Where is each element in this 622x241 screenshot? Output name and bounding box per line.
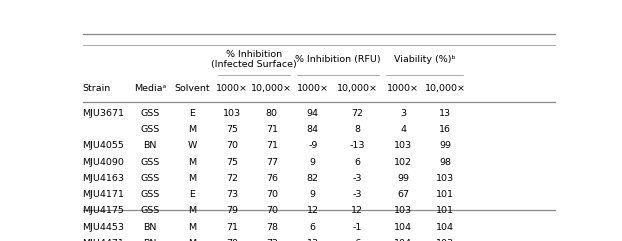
Text: MJU4471: MJU4471 bbox=[83, 239, 124, 241]
Text: 10,000×: 10,000× bbox=[337, 84, 378, 93]
Text: 80: 80 bbox=[266, 109, 278, 118]
Text: 102: 102 bbox=[394, 158, 412, 167]
Text: 13: 13 bbox=[439, 109, 452, 118]
Text: 72: 72 bbox=[351, 109, 363, 118]
Text: BN: BN bbox=[143, 239, 157, 241]
Text: BN: BN bbox=[143, 141, 157, 150]
Text: 1000×: 1000× bbox=[297, 84, 329, 93]
Text: MJU4090: MJU4090 bbox=[83, 158, 124, 167]
Text: 103: 103 bbox=[394, 206, 412, 215]
Text: 77: 77 bbox=[266, 158, 278, 167]
Text: GSS: GSS bbox=[141, 206, 160, 215]
Text: 72: 72 bbox=[226, 174, 238, 183]
Text: Solvent: Solvent bbox=[174, 84, 210, 93]
Text: MJU4171: MJU4171 bbox=[83, 190, 124, 199]
Text: GSS: GSS bbox=[141, 109, 160, 118]
Text: GSS: GSS bbox=[141, 125, 160, 134]
Text: % Inhibition (RFU): % Inhibition (RFU) bbox=[295, 55, 381, 64]
Text: 67: 67 bbox=[397, 190, 409, 199]
Text: 16: 16 bbox=[439, 125, 452, 134]
Text: 12: 12 bbox=[307, 206, 318, 215]
Text: E: E bbox=[189, 190, 195, 199]
Text: 78: 78 bbox=[266, 222, 278, 232]
Text: BN: BN bbox=[143, 222, 157, 232]
Text: 75: 75 bbox=[226, 125, 238, 134]
Text: 8: 8 bbox=[355, 125, 360, 134]
Text: W: W bbox=[188, 141, 197, 150]
Text: -3: -3 bbox=[353, 190, 362, 199]
Text: M: M bbox=[188, 125, 197, 134]
Text: 72: 72 bbox=[266, 239, 278, 241]
Text: 70: 70 bbox=[226, 141, 238, 150]
Text: GSS: GSS bbox=[141, 174, 160, 183]
Text: Mediaᵃ: Mediaᵃ bbox=[134, 84, 166, 93]
Text: 71: 71 bbox=[226, 222, 238, 232]
Text: 103: 103 bbox=[436, 174, 455, 183]
Text: Viability (%)ᵇ: Viability (%)ᵇ bbox=[394, 55, 455, 64]
Text: MJU4175: MJU4175 bbox=[83, 206, 124, 215]
Text: MJU3671: MJU3671 bbox=[83, 109, 124, 118]
Text: MJU4055: MJU4055 bbox=[83, 141, 124, 150]
Text: 10,000×: 10,000× bbox=[251, 84, 292, 93]
Text: M: M bbox=[188, 158, 197, 167]
Text: M: M bbox=[188, 222, 197, 232]
Text: 71: 71 bbox=[266, 141, 278, 150]
Text: 99: 99 bbox=[397, 174, 409, 183]
Text: 3: 3 bbox=[400, 109, 406, 118]
Text: 103: 103 bbox=[223, 109, 241, 118]
Text: 101: 101 bbox=[436, 206, 454, 215]
Text: 70: 70 bbox=[266, 190, 278, 199]
Text: -9: -9 bbox=[308, 141, 317, 150]
Text: 98: 98 bbox=[439, 158, 452, 167]
Text: -13: -13 bbox=[350, 141, 365, 150]
Text: 9: 9 bbox=[310, 158, 316, 167]
Text: 6: 6 bbox=[355, 158, 360, 167]
Text: 73: 73 bbox=[226, 190, 238, 199]
Text: 1000×: 1000× bbox=[387, 84, 419, 93]
Text: 103: 103 bbox=[394, 141, 412, 150]
Text: GSS: GSS bbox=[141, 190, 160, 199]
Text: 70: 70 bbox=[226, 239, 238, 241]
Text: M: M bbox=[188, 206, 197, 215]
Text: 103: 103 bbox=[436, 239, 455, 241]
Text: 70: 70 bbox=[266, 206, 278, 215]
Text: MJU4163: MJU4163 bbox=[83, 174, 124, 183]
Text: E: E bbox=[189, 109, 195, 118]
Text: 94: 94 bbox=[307, 109, 318, 118]
Text: 104: 104 bbox=[394, 239, 412, 241]
Text: 75: 75 bbox=[226, 158, 238, 167]
Text: M: M bbox=[188, 174, 197, 183]
Text: 76: 76 bbox=[266, 174, 278, 183]
Text: 6: 6 bbox=[310, 222, 316, 232]
Text: Strain: Strain bbox=[83, 84, 111, 93]
Text: 4: 4 bbox=[400, 125, 406, 134]
Text: 10,000×: 10,000× bbox=[425, 84, 466, 93]
Text: % Inhibition
(Infected Surface): % Inhibition (Infected Surface) bbox=[211, 50, 297, 69]
Text: MJU4453: MJU4453 bbox=[83, 222, 124, 232]
Text: 101: 101 bbox=[436, 190, 454, 199]
Text: GSS: GSS bbox=[141, 158, 160, 167]
Text: 82: 82 bbox=[307, 174, 318, 183]
Text: 12: 12 bbox=[351, 206, 363, 215]
Text: -1: -1 bbox=[353, 222, 362, 232]
Text: -6: -6 bbox=[353, 239, 362, 241]
Text: 104: 104 bbox=[394, 222, 412, 232]
Text: 104: 104 bbox=[436, 222, 454, 232]
Text: 84: 84 bbox=[307, 125, 318, 134]
Text: 1000×: 1000× bbox=[216, 84, 248, 93]
Text: 13: 13 bbox=[307, 239, 319, 241]
Text: -3: -3 bbox=[353, 174, 362, 183]
Text: 9: 9 bbox=[310, 190, 316, 199]
Text: 79: 79 bbox=[226, 206, 238, 215]
Text: M: M bbox=[188, 239, 197, 241]
Text: 71: 71 bbox=[266, 125, 278, 134]
Text: 99: 99 bbox=[439, 141, 452, 150]
